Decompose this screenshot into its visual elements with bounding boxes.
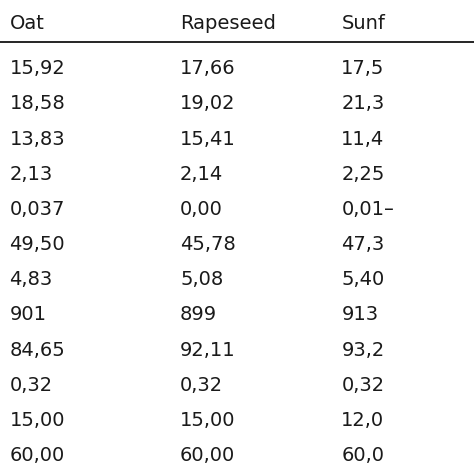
Text: 0,32: 0,32 [341,376,384,395]
Text: 15,00: 15,00 [180,411,236,430]
Text: 11,4: 11,4 [341,129,384,149]
Text: 17,66: 17,66 [180,59,236,78]
Text: 47,3: 47,3 [341,235,384,254]
Text: 901: 901 [9,305,46,324]
Text: 93,2: 93,2 [341,340,384,360]
Text: 2,14: 2,14 [180,165,223,184]
Text: 12,0: 12,0 [341,411,384,430]
Text: 15,41: 15,41 [180,129,236,149]
Text: 17,5: 17,5 [341,59,385,78]
Text: 15,00: 15,00 [9,411,65,430]
Text: 21,3: 21,3 [341,94,384,113]
Text: 19,02: 19,02 [180,94,236,113]
Text: 84,65: 84,65 [9,340,65,360]
Text: 899: 899 [180,305,217,324]
Text: 4,83: 4,83 [9,270,53,289]
Text: 60,0: 60,0 [341,446,384,465]
Text: 49,50: 49,50 [9,235,65,254]
Text: Oat: Oat [9,14,45,33]
Text: 913: 913 [341,305,378,324]
Text: 18,58: 18,58 [9,94,65,113]
Text: 2,25: 2,25 [341,165,385,184]
Text: 0,32: 0,32 [9,376,53,395]
Text: Rapeseed: Rapeseed [180,14,276,33]
Text: 0,01–: 0,01– [341,200,394,219]
Text: 5,40: 5,40 [341,270,384,289]
Text: 15,92: 15,92 [9,59,65,78]
Text: 5,08: 5,08 [180,270,223,289]
Text: 13,83: 13,83 [9,129,65,149]
Text: 92,11: 92,11 [180,340,236,360]
Text: 0,00: 0,00 [180,200,223,219]
Text: Sunf: Sunf [341,14,385,33]
Text: 60,00: 60,00 [9,446,65,465]
Text: 0,32: 0,32 [180,376,223,395]
Text: 0,037: 0,037 [9,200,65,219]
Text: 45,78: 45,78 [180,235,236,254]
Text: 60,00: 60,00 [180,446,236,465]
Text: 2,13: 2,13 [9,165,53,184]
